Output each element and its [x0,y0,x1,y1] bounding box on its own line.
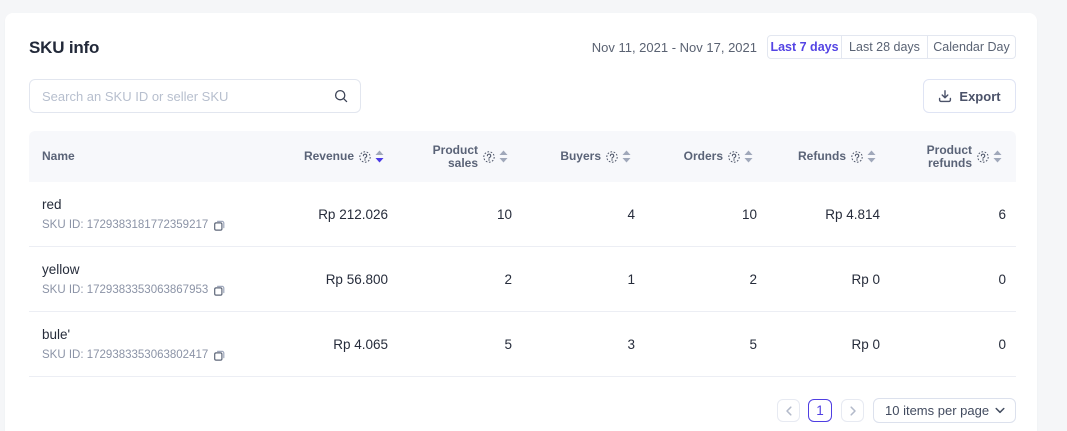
help-icon[interactable] [483,150,495,163]
page-title: SKU info [29,38,100,57]
export-button-label: Export [959,88,1001,104]
calendar-day-button[interactable]: Calendar Day [927,35,1016,59]
sku-id: SKU ID: 1729383353063802417 [42,349,209,361]
column-header-name: Name [29,131,274,182]
help-icon[interactable] [728,150,740,163]
column-header-label: Product refunds [926,142,972,170]
product-refunds-cell: 0 [998,271,1006,287]
column-header-label: Revenue [303,149,354,163]
column-header-label: Refunds [798,149,846,163]
refunds-cell: Rp 0 [851,271,880,287]
column-header-label: Product sales [432,142,478,170]
chevron-down-icon [995,407,1005,414]
column-header-product-sales[interactable]: Product sales [398,131,522,182]
sort-icon[interactable] [622,150,631,163]
product-name-cell: yellow SKU ID: 1729383353063867953 [29,260,274,298]
help-icon[interactable] [359,150,371,163]
pagination: 1 10 items per page [29,398,1016,423]
product-sales-cell: 10 [496,206,512,222]
refunds-cell: Rp 0 [851,336,880,352]
last-7-days-button[interactable]: Last 7 days [767,35,842,59]
copy-icon[interactable] [213,349,226,362]
chevron-right-icon [849,405,857,416]
sku-id-line: SKU ID: 1729383353063867953 [42,282,274,298]
column-header-refunds[interactable]: Refunds [767,131,890,182]
page-1-button[interactable]: 1 [808,399,832,422]
export-button[interactable]: Export [923,79,1016,113]
help-icon[interactable] [851,150,863,163]
last-28-days-button[interactable]: Last 28 days [841,35,928,59]
buyers-cell: 3 [627,336,635,352]
refunds-cell: Rp 4.814 [825,206,880,222]
revenue-cell: Rp 212.026 [318,206,388,222]
sort-icon[interactable] [744,150,753,163]
sku-info-card: SKU info Nov 11, 2021 - Nov 17, 2021 Las… [5,13,1037,431]
chevron-left-icon [785,405,793,416]
help-icon[interactable] [606,150,618,163]
product-sales-cell: 5 [504,336,512,352]
product-sales-cell: 2 [504,271,512,287]
sort-icon[interactable] [499,150,508,163]
date-range-button-group: Last 7 days Last 28 days Calendar Day [767,35,1016,59]
buyers-cell: 1 [627,271,635,287]
copy-icon[interactable] [213,284,226,297]
orders-cell: 10 [741,206,757,222]
column-header-label: Name [42,149,75,163]
table-row: bule' SKU ID: 1729383353063802417 Rp 4.0… [29,312,1016,377]
buyers-cell: 4 [627,206,635,222]
topbar: SKU info Nov 11, 2021 - Nov 17, 2021 Las… [29,35,1016,59]
sku-id-line: SKU ID: 1729383353063802417 [42,347,274,363]
sort-icon-desc-active[interactable] [375,150,384,163]
product-name-cell: red SKU ID: 1729383181772359217 [29,195,274,233]
items-per-page-label: 10 items per page [885,403,990,418]
sku-id: SKU ID: 1729383181772359217 [42,219,209,231]
sku-id-line: SKU ID: 1729383181772359217 [42,217,274,233]
search-input[interactable] [42,88,326,104]
orders-cell: 5 [749,336,757,352]
next-page-button[interactable] [841,399,864,422]
column-header-label: Orders [683,149,723,163]
column-header-buyers[interactable]: Buyers [522,131,645,182]
previous-page-button[interactable] [777,399,800,422]
download-icon [938,89,952,103]
sku-table: Name Revenue Product sales [29,131,1016,377]
copy-icon[interactable] [213,219,226,232]
help-icon[interactable] [977,150,989,163]
product-refunds-cell: 0 [998,336,1006,352]
product-name: red [42,197,62,212]
product-name: bule' [42,327,71,342]
revenue-cell: Rp 56.800 [325,271,388,287]
column-header-orders[interactable]: Orders [645,131,767,182]
product-name: yellow [42,262,80,277]
orders-cell: 2 [749,271,757,287]
product-name-cell: bule' SKU ID: 1729383353063802417 [29,325,274,363]
sort-icon[interactable] [867,150,876,163]
column-header-revenue[interactable]: Revenue [274,131,398,182]
items-per-page-select[interactable]: 10 items per page [873,398,1016,423]
revenue-cell: Rp 4.065 [333,336,388,352]
sort-icon[interactable] [993,150,1002,163]
column-header-product-refunds[interactable]: Product refunds [890,131,1016,182]
table-header-row: Name Revenue Product sales [29,131,1016,182]
table-row: red SKU ID: 1729383181772359217 Rp 212.0… [29,182,1016,247]
sku-id: SKU ID: 1729383353063867953 [42,284,209,296]
column-header-label: Buyers [560,149,601,163]
search-box[interactable] [29,79,361,113]
action-bar: Export [29,79,1016,113]
search-icon [334,89,348,103]
product-refunds-cell: 6 [998,206,1006,222]
date-range-label: Nov 11, 2021 - Nov 17, 2021 [591,39,757,55]
table-row: yellow SKU ID: 1729383353063867953 Rp 56… [29,247,1016,312]
